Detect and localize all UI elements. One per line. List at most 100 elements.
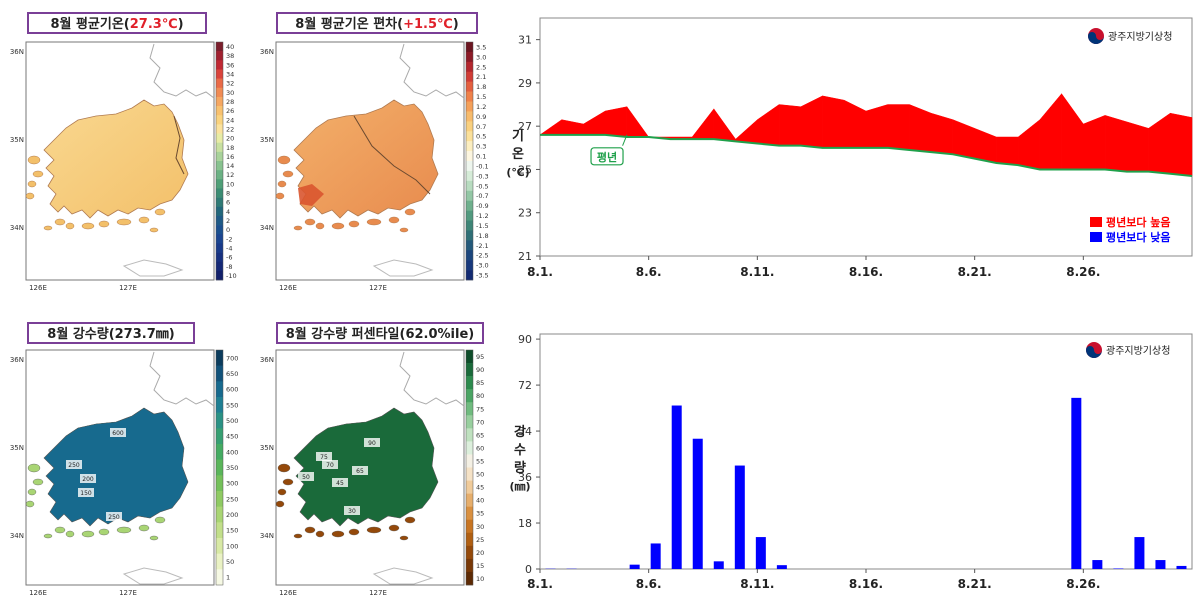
colorbar-swatch: [466, 161, 473, 171]
colorbar-tick-label: 250: [226, 495, 238, 503]
y-axis-label: 량: [514, 461, 526, 476]
x-tick-label: 8.1.: [527, 577, 553, 591]
colorbar-tick-label: 10: [226, 180, 234, 188]
colorbar-tick-label: -3.0: [476, 262, 489, 270]
colorbar-tick-label: 45: [476, 484, 484, 492]
colorbar-tick-label: 28: [226, 98, 234, 106]
island: [44, 226, 52, 230]
colorbar-tick-label: 0.3: [476, 143, 486, 151]
island: [400, 536, 408, 540]
colorbar-tick-label: 650: [226, 370, 238, 378]
lat-label: 35N: [260, 444, 274, 452]
x-tick-label: 8.21.: [958, 577, 992, 591]
colorbar-swatch: [216, 198, 223, 207]
colorbar-swatch: [216, 106, 223, 115]
contour-label: 90: [368, 440, 376, 447]
colorbar-swatch: [466, 389, 473, 402]
colorbar-swatch: [466, 507, 473, 520]
island: [294, 226, 302, 230]
precipitation-bar: [1155, 560, 1165, 569]
colorbar-tick-label: 3.0: [476, 53, 486, 61]
colorbar-swatch: [216, 538, 223, 554]
colorbar-swatch: [216, 216, 223, 225]
lat-label: 35N: [10, 136, 24, 144]
colorbar-tick-label: 15: [476, 562, 484, 570]
colorbar-tick-label: 600: [226, 386, 238, 394]
colorbar-tick-label: 700: [226, 354, 238, 362]
temperature-anomaly-map-title: 8월 평균기온 편차(+1.5℃): [276, 12, 478, 34]
agency-label: 광주지방기상청: [1106, 345, 1170, 357]
colorbar-swatch: [216, 271, 223, 280]
colorbar-swatch: [466, 376, 473, 389]
colorbar-swatch: [216, 161, 223, 170]
colorbar-swatch: [216, 554, 223, 570]
colorbar-tick-label: 150: [226, 527, 238, 535]
colorbar-swatch: [466, 363, 473, 376]
colorbar-tick-label: -0.1: [476, 162, 489, 170]
colorbar-swatch: [216, 207, 223, 216]
y-axis-label: (㎜): [509, 480, 530, 493]
lat-label: 34N: [10, 224, 24, 232]
island: [44, 534, 52, 538]
colorbar-swatch: [216, 51, 223, 60]
colorbar-tick-label: -1.2: [476, 212, 489, 220]
x-tick-label: 8.11.: [740, 265, 774, 279]
colorbar-tick-label: -0.5: [476, 182, 489, 190]
y-axis-label: 온: [512, 147, 524, 162]
contour-label: 70: [326, 462, 334, 469]
colorbar-tick-label: -3.5: [476, 272, 489, 280]
y-tick-label: 72: [518, 379, 532, 392]
colorbar-tick-label: -0.7: [476, 192, 489, 200]
colorbar-swatch: [466, 559, 473, 572]
colorbar-tick-label: 85: [476, 379, 484, 387]
colorbar-tick-label: 0.7: [476, 123, 486, 131]
colorbar-tick-label: 50: [476, 471, 484, 479]
precipitation-bar: [714, 561, 724, 569]
colorbar-tick-label: 40: [476, 497, 484, 505]
y-tick-label: 90: [518, 333, 532, 346]
y-axis-label: (℃): [506, 166, 529, 179]
island: [155, 517, 165, 523]
legend-label: 평년보다 낮음: [1106, 230, 1171, 244]
island: [278, 156, 290, 164]
colorbar-tick-label: 30: [226, 89, 234, 97]
island: [305, 527, 315, 533]
colorbar-swatch: [466, 520, 473, 533]
colorbar-swatch: [216, 225, 223, 234]
x-tick-label: 8.1.: [527, 265, 553, 279]
colorbar-swatch: [216, 569, 223, 585]
colorbar-swatch: [216, 152, 223, 161]
colorbar-swatch: [466, 546, 473, 559]
colorbar-swatch: [466, 181, 473, 191]
island: [405, 209, 415, 215]
x-tick-label: 8.6.: [636, 577, 662, 591]
temperature-chart: 2123252729318.1.8.6.8.11.8.16.8.21.8.26.…: [500, 0, 1196, 300]
colorbar-tick-label: 80: [476, 392, 484, 400]
colorbar-tick-label: 65: [476, 431, 484, 439]
lon-label: 127E: [119, 284, 137, 292]
island: [150, 536, 158, 540]
x-tick-label: 8.21.: [958, 265, 992, 279]
colorbar-swatch: [216, 243, 223, 252]
contour-label: 250: [108, 514, 120, 521]
island: [332, 531, 344, 537]
x-tick-label: 8.26.: [1066, 265, 1100, 279]
above-normal-area: [1105, 115, 1127, 171]
colorbar-tick-label: -2.1: [476, 242, 489, 250]
contour-label: 30: [348, 508, 356, 515]
colorbar-tick-label: 3.5: [476, 43, 486, 51]
colorbar-tick-label: 50: [226, 558, 234, 566]
lat-label: 36N: [10, 356, 24, 364]
colorbar-tick-label: 6: [226, 199, 230, 207]
colorbar-swatch: [466, 350, 473, 363]
precipitation-chart: 018365472908.1.8.6.8.11.8.16.8.21.8.26.강…: [500, 316, 1196, 607]
island: [66, 531, 74, 537]
colorbar-tick-label: 36: [226, 61, 234, 69]
colorbar-tick-label: 1.5: [476, 93, 486, 101]
colorbar-swatch: [466, 533, 473, 546]
contour-label: 75: [320, 454, 328, 461]
lat-label: 34N: [260, 532, 274, 540]
